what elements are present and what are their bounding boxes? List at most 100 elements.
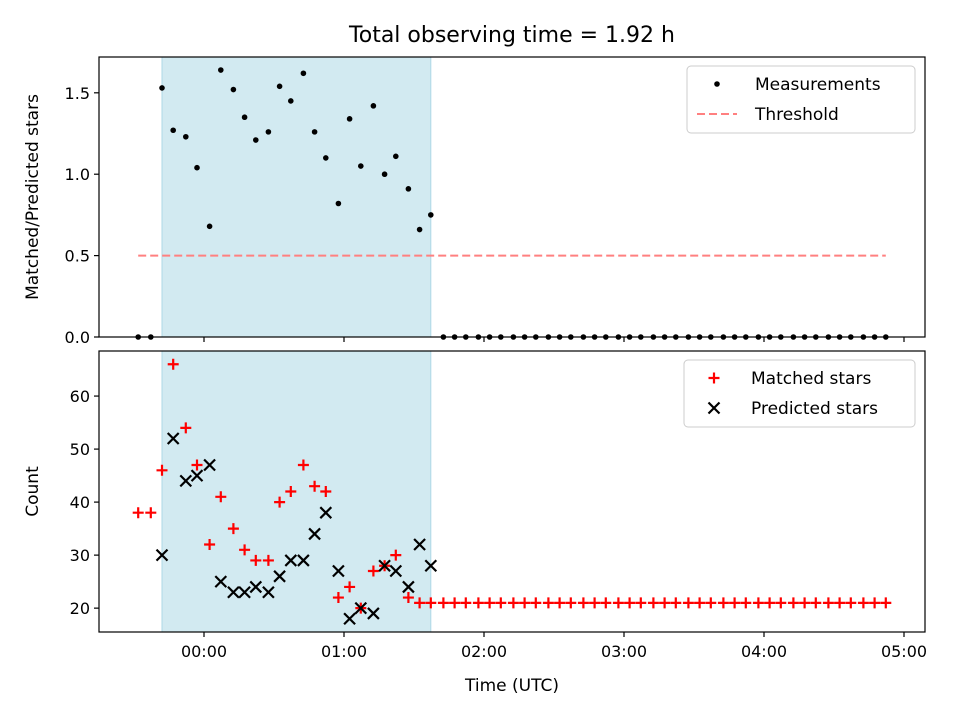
top-series-0-point-10 [253, 137, 259, 143]
bottom-series-0-point-2 [156, 464, 168, 476]
top-axes: 0.0 0.5 1.0 1.5 Matched/Predicted stars Measu… [23, 56, 926, 347]
bottom-series-1-point-19 [378, 559, 391, 573]
bottom-series-0-point-40 [600, 597, 612, 609]
bottom-series-0-point-44 [647, 597, 659, 609]
bottom-series-0-point-15 [309, 480, 321, 492]
bottom-series-0-point-9 [239, 544, 251, 556]
bottom-series-0-point-0 [132, 507, 144, 519]
bottom-series-0-point-8 [227, 523, 239, 535]
bottom-series-1-point-18 [367, 607, 380, 620]
bottom-series-0-point-55 [775, 597, 787, 609]
bottom-series-0-point-37 [565, 597, 577, 609]
bottom-xlabel: Time (UTC) [464, 676, 559, 696]
top-series-0-point-20 [370, 103, 377, 109]
bottom-series-1-point-6 [227, 585, 240, 599]
bottom-series-0-point-5 [191, 459, 203, 471]
bottom-series-1-point-12 [297, 554, 310, 567]
top-ytick-label-3: 1.5 [65, 84, 90, 103]
bottom-series-0-point-24 [414, 597, 426, 609]
bottom-series-1-point-21 [402, 580, 415, 594]
bottom-series-0-point-32 [507, 597, 519, 609]
bottom-series-1-point-22 [413, 538, 426, 551]
top-series-0-point-25 [428, 212, 434, 218]
bottom-series-1-point-2 [179, 474, 193, 488]
bottom-series-1-point-23 [424, 559, 438, 573]
bottom-series-1-point-17 [354, 601, 368, 615]
bottom-series-0-point-27 [449, 597, 461, 609]
top-series-0-point-16 [323, 155, 329, 161]
bottom-series-0-point-46 [670, 597, 682, 609]
bottom-series-0-point-17 [332, 592, 344, 604]
top-legend-box [686, 65, 916, 134]
bottom-series-0-point-52 [740, 597, 752, 609]
bottom-series-0-point-62 [857, 597, 869, 609]
bottom-series-1-point-13 [308, 527, 321, 541]
bottom-series-0-point-48 [694, 597, 706, 609]
bottom-series-0-point-51 [729, 597, 741, 609]
bottom-ytick-label-1: 30 [70, 546, 90, 565]
bottom-series-1-point-1 [166, 432, 180, 445]
bottom-series-0-point-28 [460, 597, 472, 609]
bottom-series-0-point-39 [589, 597, 601, 609]
bottom-xtick-label-2: 02:00 [461, 642, 507, 661]
bottom-series-0-point-35 [542, 597, 554, 609]
bottom-series-1-point-15 [332, 564, 345, 578]
top-legend-label-0: Measurements [755, 75, 881, 95]
bottom-axes-frame [98, 350, 926, 633]
top-series-0-point-15 [311, 129, 318, 135]
bottom-series-0-point-36 [554, 597, 566, 609]
bottom-series-0-point-29 [472, 597, 484, 609]
bottom-series-1-point-20 [389, 564, 403, 578]
bottom-series-0-point-53 [752, 597, 764, 609]
top-legend-label-1: Threshold [754, 105, 839, 125]
chart-title: Total observing time = 1.92 h [348, 23, 675, 48]
bottom-ytick-label-4: 60 [70, 387, 90, 406]
bottom-series-1-point-7 [238, 585, 251, 599]
bottom-series-0-point-54 [764, 597, 776, 609]
bottom-series-0-point-31 [495, 597, 507, 609]
bottom-series-0-point-7 [215, 491, 227, 503]
bottom-series-0-point-64 [880, 597, 892, 609]
bottom-series-0-point-18 [344, 581, 356, 593]
top-ytick-label-0: 0.0 [65, 328, 90, 347]
top-series-0-point-13 [288, 98, 294, 104]
bottom-axes: 20 30 40 50 60 00:00 01:00 02:00 03:00 04:00 05:00… [23, 350, 927, 696]
bottom-series-0-point-23 [402, 592, 414, 604]
top-series-0-point-21 [381, 171, 388, 178]
bottom-series-0-point-56 [787, 597, 799, 609]
top-series-0-point-2 [159, 85, 165, 91]
bottom-series-1-point-4 [203, 458, 216, 472]
bottom-xtick-label-0: 00:00 [181, 642, 227, 661]
top-series-0-point-4 [183, 133, 189, 140]
top-series-0-point-23 [405, 186, 412, 192]
bottom-ytick-label-0: 20 [70, 599, 90, 618]
top-ytick-label-1: 0.5 [65, 247, 90, 266]
top-series-0-point-7 [218, 67, 224, 73]
bottom-series-0-point-45 [659, 597, 671, 609]
bottom-series-1-point-9 [262, 585, 275, 599]
bottom-series-0-point-10 [250, 554, 262, 566]
bottom-series-0-point-4 [180, 422, 192, 434]
bottom-legend-marker-0 [708, 372, 720, 384]
top-series-0-point-5 [194, 164, 200, 171]
bottom-ylabel: Count [23, 466, 43, 517]
bottom-series-0-point-20 [367, 565, 379, 577]
bottom-ytick-label-2: 40 [70, 493, 90, 512]
top-series-0-point-24 [416, 226, 423, 233]
bottom-series-0-point-6 [204, 539, 216, 551]
bottom-legend-label-1: Predicted stars [751, 399, 878, 419]
shaded-span [161, 56, 432, 338]
bottom-series-0-point-11 [262, 554, 274, 566]
top-series-0-point-12 [276, 83, 283, 90]
bottom-series-1-point-3 [190, 469, 204, 482]
bottom-series-0-point-50 [717, 597, 729, 609]
bottom-series-0-point-42 [624, 597, 636, 609]
bottom-series-0-point-30 [484, 597, 496, 609]
bottom-series-0-point-34 [530, 597, 542, 609]
bottom-xtick-label-3: 03:00 [601, 642, 647, 661]
bottom-series-1-point-11 [284, 554, 298, 567]
bottom-series-0-point-3 [167, 358, 179, 370]
bottom-series-0-point-60 [834, 597, 846, 609]
bottom-xtick-label-5: 05:00 [881, 642, 927, 661]
top-series-0-point-17 [335, 200, 342, 207]
